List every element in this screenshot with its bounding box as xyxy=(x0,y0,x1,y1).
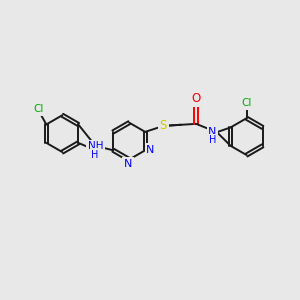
Text: H: H xyxy=(209,136,217,146)
Text: N: N xyxy=(208,127,217,137)
Text: S: S xyxy=(160,119,167,132)
Text: Cl: Cl xyxy=(242,98,252,108)
Text: O: O xyxy=(191,92,201,105)
Text: N: N xyxy=(146,145,155,155)
Text: Cl: Cl xyxy=(33,104,44,114)
Text: N: N xyxy=(124,159,132,169)
Text: H: H xyxy=(91,150,99,160)
Text: NH: NH xyxy=(88,141,103,152)
